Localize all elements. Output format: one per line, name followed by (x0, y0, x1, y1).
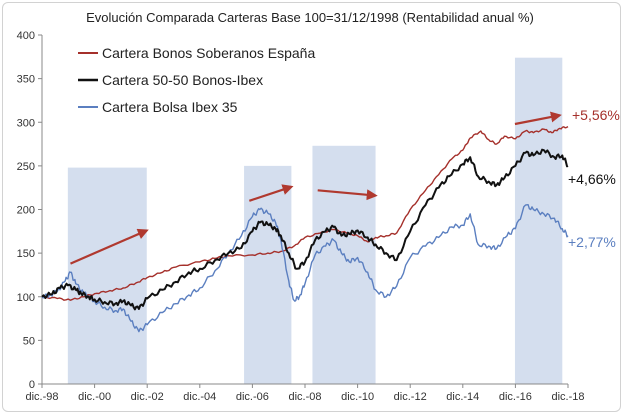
trend-arrow-1 (70, 228, 149, 265)
x-tick-label: dic.-00 (78, 391, 111, 403)
legend-label-2: Cartera 50-50 Bonos-Ibex (102, 72, 263, 88)
y-tick-label: 150 (17, 248, 35, 260)
y-tick-label: 0 (29, 379, 35, 391)
y-tick-label: 400 (17, 30, 35, 42)
shaded-period-1 (67, 167, 147, 384)
chart-title: Evolución Comparada Carteras Base 100=31… (86, 10, 534, 25)
series-lines (41, 125, 569, 333)
series-line-2 (41, 148, 569, 311)
y-tick-label: 350 (17, 74, 35, 86)
x-tick-label: dic.-12 (394, 391, 427, 403)
shaded-period-2 (244, 165, 292, 384)
x-tick-label: dic.-98 (25, 391, 58, 403)
y-tick-label: 300 (17, 117, 35, 129)
x-tick-label: dic.-08 (288, 391, 321, 403)
x-tick-label: dic.-18 (551, 391, 584, 403)
x-tick-label: dic.-14 (446, 391, 479, 403)
shaded-period-3 (312, 145, 376, 384)
trend-arrow-4 (514, 111, 562, 126)
y-tick-label: 200 (17, 205, 35, 217)
legend-label-3: Cartera Bolsa Ibex 35 (102, 99, 238, 115)
legend: Cartera Bonos Soberanos España Cartera 50… (78, 45, 315, 115)
axes: 0 50 100 150 200 250 300 350 400 dic.-98 dic.-00 di… (17, 30, 585, 403)
series-line-3 (41, 203, 569, 333)
y-tick-label: 50 (23, 335, 35, 347)
x-tick-label: dic.-06 (236, 391, 269, 403)
x-tick-label: dic.-04 (183, 391, 216, 403)
x-tick-label: dic.-10 (341, 391, 374, 403)
trend-arrows (70, 111, 562, 265)
end-labels: +5,56% +4,66% +2,77% (568, 107, 620, 250)
trend-arrow-3 (317, 189, 378, 201)
legend-label-1: Cartera Bonos Soberanos España (102, 45, 315, 61)
x-tick-label: dic.-02 (131, 391, 164, 403)
y-tick-label: 250 (17, 161, 35, 173)
trend-arrow-2 (248, 184, 294, 202)
series-line-1 (41, 125, 569, 301)
y-tick-label: 100 (17, 292, 35, 304)
shaded-periods (67, 57, 563, 385)
end-label-2: +4,66% (568, 171, 616, 187)
end-label-3: +2,77% (568, 234, 616, 250)
x-tick-label: dic.-16 (499, 391, 532, 403)
end-label-1: +5,56% (572, 107, 620, 123)
